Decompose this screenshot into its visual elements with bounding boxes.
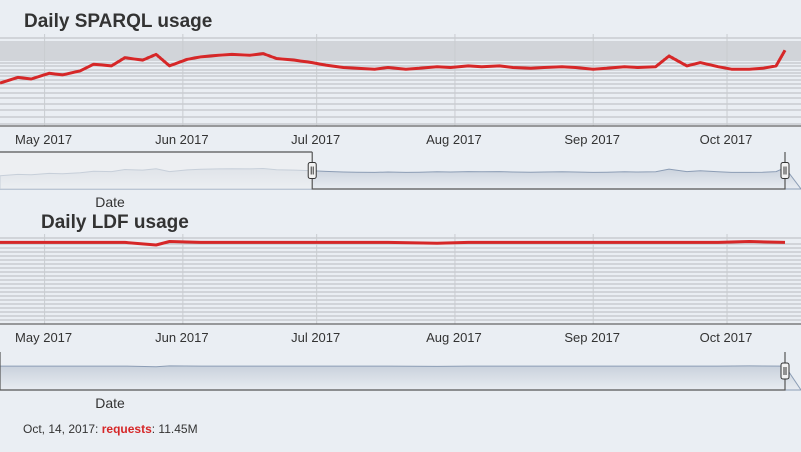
- x-tick-label: Jul 2017: [291, 132, 340, 147]
- x-axis-title: Date: [95, 395, 125, 411]
- x-axis-title: Date: [95, 194, 125, 210]
- series-line: [0, 49, 787, 85]
- x-tick-label: May 2017: [15, 330, 72, 345]
- handle-grip: [780, 162, 790, 179]
- gridlines: [0, 237, 801, 321]
- navigator: [0, 151, 801, 190]
- tooltip-date: Oct, 14, 2017:: [23, 422, 99, 436]
- handle-grip: [307, 162, 317, 179]
- chart-title-ldf: Daily LDF usage: [41, 212, 189, 233]
- navigator-handle-left[interactable]: [307, 162, 317, 179]
- navigator-handle-right[interactable]: [780, 362, 790, 380]
- x-tick-label: Sep 2017: [564, 330, 620, 345]
- data-tooltip: Oct, 14, 2017: requests: 11.45M: [23, 422, 198, 436]
- x-tick-label: Oct 2017: [700, 330, 753, 345]
- navigator-handle-right[interactable]: [780, 162, 790, 179]
- sparql-chart: May 2017 Jun 2017 Jul 2017 Aug 2017 Sep 2017…: [0, 34, 801, 210]
- series-line: [0, 240, 786, 247]
- x-tick-label: Jun 2017: [155, 330, 209, 345]
- gridlines: [0, 37, 801, 125]
- tooltip-value: : 11.45M: [151, 422, 198, 436]
- x-tick-label: Jul 2017: [291, 330, 340, 345]
- tooltip-series-name: requests: [101, 422, 152, 436]
- x-tick-label: Jun 2017: [155, 132, 209, 147]
- x-tick-label: Oct 2017: [700, 132, 753, 147]
- navigator-unselected-mask: [0, 152, 313, 189]
- x-tick-label: Sep 2017: [564, 132, 620, 147]
- navigator: [0, 352, 801, 391]
- navigator-area: [0, 365, 801, 391]
- handle-grip: [780, 362, 790, 380]
- x-tick-label: Aug 2017: [426, 330, 482, 345]
- x-tick-label: May 2017: [15, 132, 72, 147]
- chart-title-sparql: Daily SPARQL usage: [24, 11, 213, 32]
- x-tick-label: Aug 2017: [426, 132, 482, 147]
- ldf-chart: May 2017 Jun 2017 Jul 2017 Aug 2017 Sep 2017…: [0, 234, 801, 411]
